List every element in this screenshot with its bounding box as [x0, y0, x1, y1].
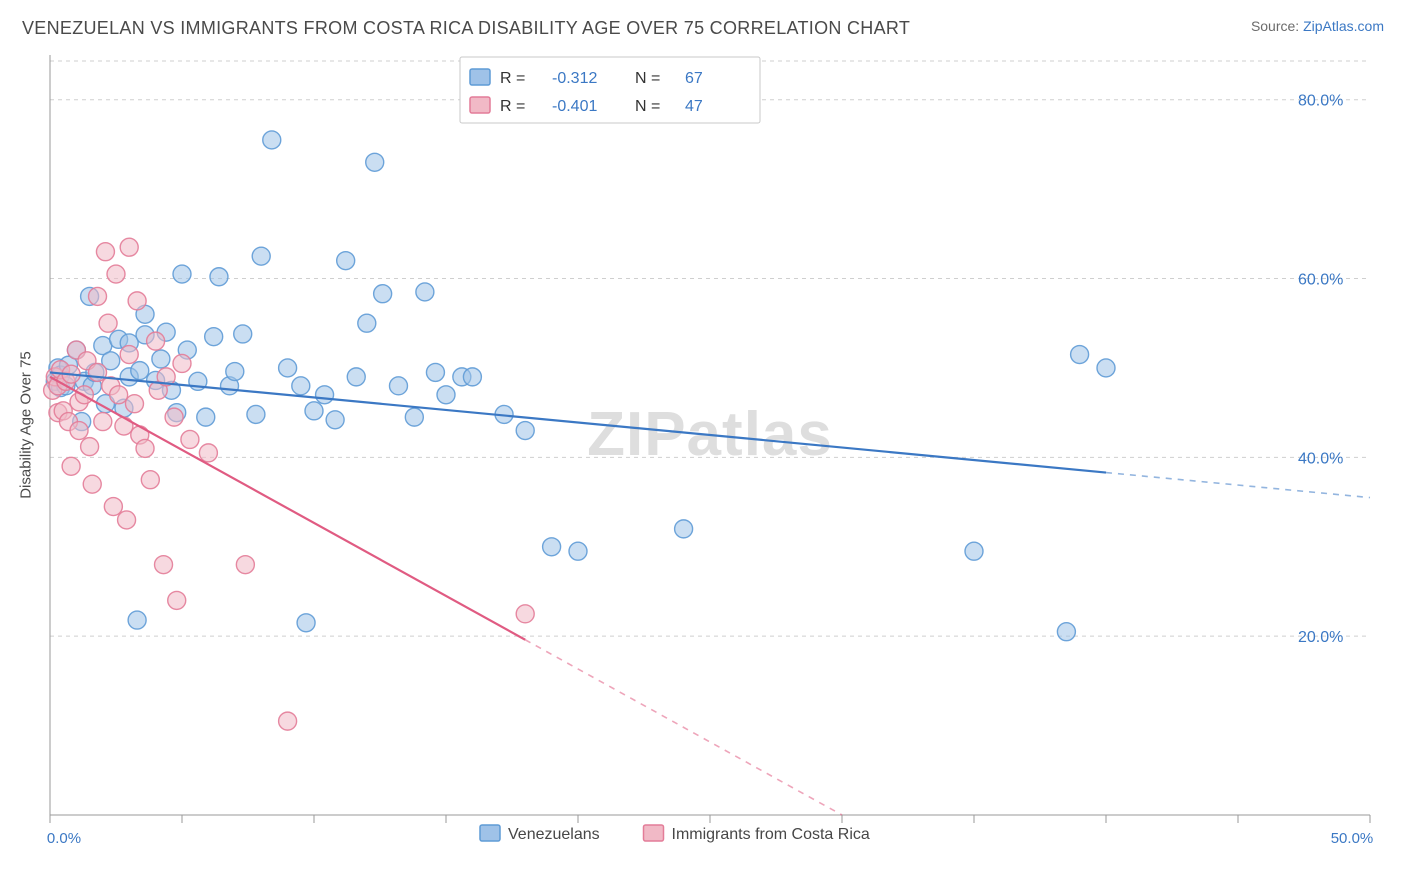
source-citation: Source: ZipAtlas.com	[1251, 18, 1384, 34]
chart-area: Disability Age Over 75 20.0%40.0%60.0%80…	[0, 45, 1406, 875]
chart-title: VENEZUELAN VS IMMIGRANTS FROM COSTA RICA…	[22, 18, 910, 39]
svg-text:R =: R =	[500, 70, 525, 87]
source-label: Source:	[1251, 18, 1299, 34]
svg-text:R =: R =	[500, 98, 525, 115]
svg-text:50.0%: 50.0%	[1331, 830, 1374, 847]
svg-text:N =: N =	[635, 70, 660, 87]
scatter-chart: 20.0%40.0%60.0%80.0%0.0%50.0%ZIPatlasR =…	[0, 45, 1406, 875]
svg-text:47: 47	[685, 98, 703, 115]
svg-text:60.0%: 60.0%	[1298, 272, 1343, 289]
svg-text:-0.312: -0.312	[552, 70, 597, 87]
svg-text:20.0%: 20.0%	[1298, 629, 1343, 646]
svg-text:-0.401: -0.401	[552, 98, 597, 115]
svg-text:80.0%: 80.0%	[1298, 93, 1343, 110]
svg-text:N =: N =	[635, 98, 660, 115]
y-axis-label: Disability Age Over 75	[18, 351, 35, 499]
svg-text:0.0%: 0.0%	[47, 830, 81, 847]
svg-text:Venezuelans: Venezuelans	[508, 826, 600, 843]
svg-text:Immigrants from Costa Rica: Immigrants from Costa Rica	[672, 826, 870, 843]
svg-text:40.0%: 40.0%	[1298, 450, 1343, 467]
svg-text:67: 67	[685, 70, 703, 87]
chart-header: VENEZUELAN VS IMMIGRANTS FROM COSTA RICA…	[0, 0, 1406, 45]
source-link[interactable]: ZipAtlas.com	[1303, 18, 1384, 34]
